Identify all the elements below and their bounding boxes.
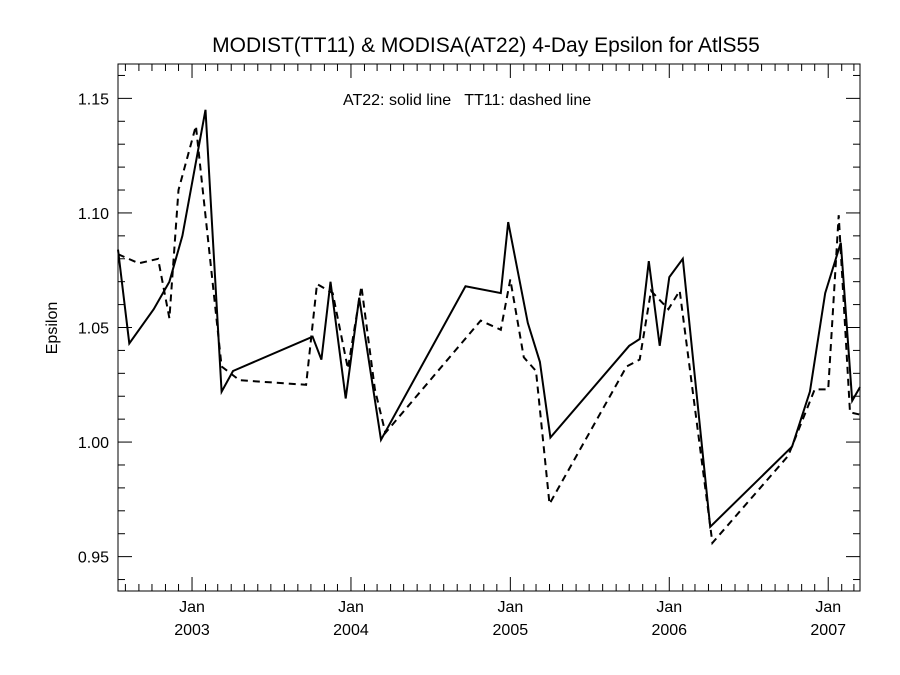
x-axis: Jan 2003 Jan 2004 Jan 2005 Jan 2006 Jan 2007 (124, 64, 855, 639)
x-tick-label-year: 2003 (174, 622, 210, 639)
x-tick-label-year: 2005 (493, 622, 529, 639)
y-tick-label: 0.95 (78, 550, 109, 567)
x-tick-label-month: Jan (179, 599, 205, 616)
series-layer (117, 109, 861, 546)
x-tick-label-year: 2004 (333, 622, 369, 639)
x-tick-label-year: 2006 (651, 622, 687, 639)
y-axis-label: Epsilon (44, 302, 61, 354)
x-tick-label-month: Jan (497, 599, 523, 616)
chart-title: MODIST(TT11) & MODISA(AT22) 4-Day Epsilo… (212, 34, 760, 57)
series-line-at22 (117, 109, 861, 529)
y-axis: 0.95 1.00 1.05 1.10 1.15 (78, 74, 860, 581)
y-tick-label: 1.05 (78, 321, 109, 338)
x-tick-label-year: 2007 (810, 622, 846, 639)
x-tick-label-month: Jan (656, 599, 682, 616)
legend-annotation: AT22: solid line TT11: dashed line (343, 92, 591, 109)
y-tick-label: 1.15 (78, 91, 109, 108)
series-line-tt11 (117, 125, 861, 546)
y-tick-label: 1.10 (78, 206, 109, 223)
y-tick-label: 1.00 (78, 435, 109, 452)
x-tick-label-month: Jan (338, 599, 364, 616)
plot-area-frame (117, 63, 861, 592)
x-tick-label-month: Jan (815, 599, 841, 616)
